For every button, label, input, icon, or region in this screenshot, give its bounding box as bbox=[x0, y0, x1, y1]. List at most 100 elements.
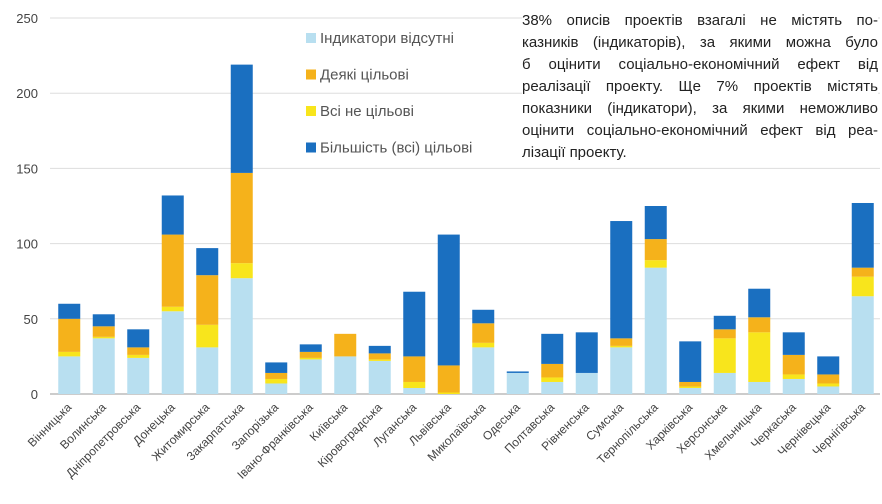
bar-segment bbox=[196, 324, 219, 348]
annotation-line: лізації проекту. bbox=[522, 144, 627, 161]
bar-segment bbox=[92, 314, 115, 327]
bar-segment bbox=[817, 386, 840, 394]
bar-segment bbox=[368, 360, 391, 394]
y-tick-label: 200 bbox=[16, 86, 38, 101]
legend-label: Індикатори відсутні bbox=[320, 30, 454, 47]
bar-segment bbox=[161, 306, 184, 312]
bar-segment bbox=[472, 342, 495, 348]
bar-segment bbox=[437, 392, 460, 394]
bar-segment bbox=[368, 353, 391, 360]
bar-segment bbox=[610, 347, 633, 394]
bar-segment bbox=[748, 288, 771, 318]
bar-segment bbox=[92, 338, 115, 394]
bar-segment bbox=[58, 318, 81, 352]
bar-segment bbox=[851, 202, 874, 268]
legend-label: Деякі цільові bbox=[320, 67, 409, 84]
bar-segment bbox=[334, 356, 357, 394]
bar-segment bbox=[506, 371, 529, 373]
bar-segment bbox=[92, 336, 115, 339]
bar-segment bbox=[127, 354, 150, 358]
bar-segment bbox=[472, 347, 495, 394]
bar-segment bbox=[782, 374, 805, 379]
bar-segment bbox=[127, 357, 150, 394]
bar-segment bbox=[713, 338, 736, 373]
bar-segment bbox=[679, 387, 702, 394]
annotation-line: 38% описів проектів взагалі не містять п… bbox=[522, 12, 878, 29]
bar-segment bbox=[541, 381, 564, 394]
bar-segment bbox=[58, 351, 81, 357]
bar-segment bbox=[230, 64, 253, 173]
bar-segment bbox=[644, 267, 667, 394]
bar-segment bbox=[575, 372, 598, 394]
bar-segment bbox=[748, 332, 771, 382]
bar-segment bbox=[299, 359, 322, 394]
bar-segment bbox=[230, 172, 253, 264]
bar-segment bbox=[437, 365, 460, 393]
bar-segment bbox=[368, 345, 391, 354]
bar-segment bbox=[851, 267, 874, 277]
bar-segment bbox=[299, 351, 322, 358]
bar-segment bbox=[58, 303, 81, 319]
bar-segment bbox=[299, 357, 322, 360]
y-tick-label: 100 bbox=[16, 237, 38, 252]
annotation: 38% описів проектів взагалі не містять п… bbox=[522, 10, 878, 164]
y-tick-label: 50 bbox=[24, 312, 38, 327]
bar-segment bbox=[817, 374, 840, 384]
bar-segment bbox=[713, 329, 736, 339]
bar-segment bbox=[748, 381, 771, 394]
bar-segment bbox=[403, 291, 426, 357]
bar-segment bbox=[472, 309, 495, 324]
bar-segment bbox=[575, 332, 598, 373]
bar-segment bbox=[161, 195, 184, 235]
bar-segment bbox=[713, 315, 736, 330]
bar-segment bbox=[679, 341, 702, 382]
bar-segment bbox=[644, 239, 667, 261]
legend-swatch bbox=[306, 106, 316, 116]
bar-segment bbox=[196, 275, 219, 325]
bar-segment bbox=[127, 329, 150, 348]
bar-segment bbox=[92, 326, 115, 337]
bar-segment bbox=[265, 372, 288, 379]
annotation-line: б оцінити соціально-економічний ефект ві… bbox=[522, 56, 878, 73]
bar-segment bbox=[334, 333, 357, 357]
bar-segment bbox=[58, 356, 81, 394]
bar-segment bbox=[679, 386, 702, 388]
bar-segment bbox=[265, 378, 288, 384]
legend-swatch bbox=[306, 142, 316, 153]
bar-segment bbox=[782, 378, 805, 394]
bar-segment bbox=[644, 206, 667, 240]
bar-segment bbox=[679, 381, 702, 387]
bar-segment bbox=[299, 344, 322, 352]
legend-label: Всі не цільові bbox=[320, 103, 414, 120]
legend-swatch bbox=[306, 69, 316, 80]
annotation-line: показники (індикатори), за якими неможли… bbox=[522, 100, 878, 117]
bar-segment bbox=[782, 354, 805, 375]
bar-segment bbox=[403, 387, 426, 394]
bar-segment bbox=[782, 332, 805, 355]
bar-segment bbox=[748, 317, 771, 333]
bar-segment bbox=[817, 383, 840, 387]
bar-segment bbox=[368, 359, 391, 361]
y-tick-label: 150 bbox=[16, 161, 38, 176]
bar-segment bbox=[161, 311, 184, 394]
bar-segment bbox=[403, 356, 426, 382]
bar-segment bbox=[506, 372, 529, 394]
bar-segment bbox=[230, 263, 253, 279]
bar-segment bbox=[196, 248, 219, 276]
bar-segment bbox=[161, 234, 184, 307]
bar-segment bbox=[196, 347, 219, 394]
bar-segment bbox=[610, 221, 633, 339]
bar-segment bbox=[472, 323, 495, 343]
bar-segment bbox=[541, 363, 564, 378]
legend-swatch bbox=[306, 33, 316, 43]
legend-label: Більшість (всі) цільові bbox=[320, 140, 472, 157]
y-tick-label: 250 bbox=[16, 11, 38, 26]
bar-segment bbox=[610, 345, 633, 348]
annotation-line: реалізації проекту. Ще 7% проектів містя… bbox=[522, 78, 878, 95]
bar-segment bbox=[851, 296, 874, 394]
bar-segment bbox=[265, 383, 288, 394]
annotation-line: казників (індикаторів), за якими можна б… bbox=[522, 34, 878, 51]
bar-segment bbox=[127, 347, 150, 355]
